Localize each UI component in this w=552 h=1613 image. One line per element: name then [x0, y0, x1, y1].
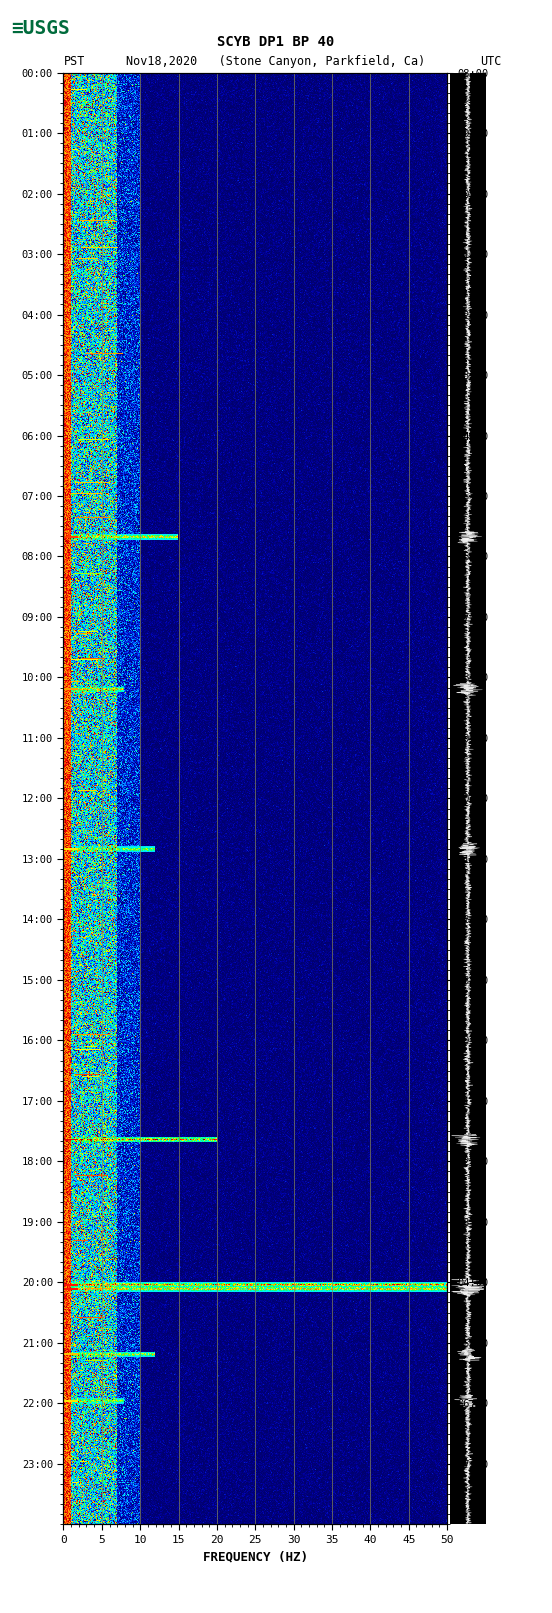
Text: PST: PST — [63, 55, 85, 68]
Text: SCYB DP1 BP 40: SCYB DP1 BP 40 — [217, 35, 335, 50]
Text: ≡USGS: ≡USGS — [11, 19, 70, 39]
Text: Nov18,2020   (Stone Canyon, Parkfield, Ca): Nov18,2020 (Stone Canyon, Parkfield, Ca) — [126, 55, 426, 68]
Text: UTC: UTC — [480, 55, 502, 68]
X-axis label: FREQUENCY (HZ): FREQUENCY (HZ) — [203, 1550, 308, 1563]
